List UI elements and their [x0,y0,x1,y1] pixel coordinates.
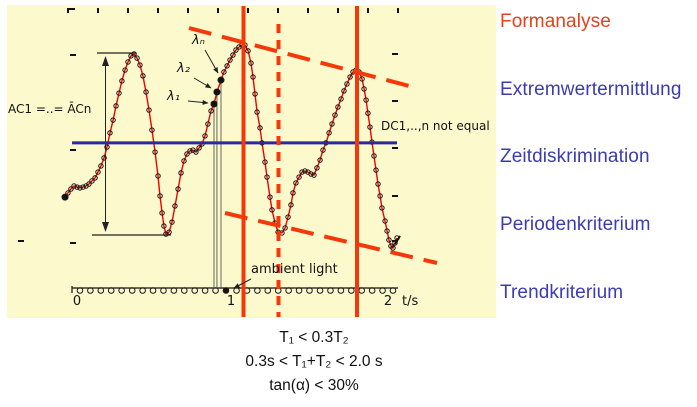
formula-trend-angle: tan(α) < 30% [269,377,359,394]
ambient-light-label: ambient light [251,262,338,277]
criteria-formulas: T₁ < 0.3T₂ 0.3s < T₁+T₂ < 2.0 s tan(α) <… [178,326,450,398]
lambda-n-label: λₙ [192,33,205,48]
lambda-1-label: λ₁ [167,89,180,104]
x-axis-unit-label: t/s [402,294,419,309]
x-axis-tick-2: 2 [383,294,393,309]
ac-amplitude-label: AC1 =..= ĀCn [8,102,92,116]
x-axis-tick-0: 0 [72,294,82,309]
criteria-item-trendkriterium: Trendkriterium [500,282,624,303]
criteria-item-periodenkriterium: Periodenkriterium [500,214,651,235]
formula-t1-t2: T₁ < 0.3T₂ [279,329,349,346]
formula-period-sum: 0.3s < T₁+T₂ < 2.0 s [245,353,383,370]
criteria-item-extremwertermittlung: Extremwertermittlung [500,79,682,100]
dc-level-label: DC1,..,n not equal [381,119,490,133]
criteria-list: Formanalyse Extremwertermittlung Zeitdis… [500,0,697,320]
criteria-item-zeitdiskrimination: Zeitdiskrimination [500,146,650,167]
lambda-2-label: λ₂ [177,61,190,76]
criteria-item-formanalyse: Formanalyse [500,11,611,32]
x-axis-tick-1: 1 [226,294,236,309]
